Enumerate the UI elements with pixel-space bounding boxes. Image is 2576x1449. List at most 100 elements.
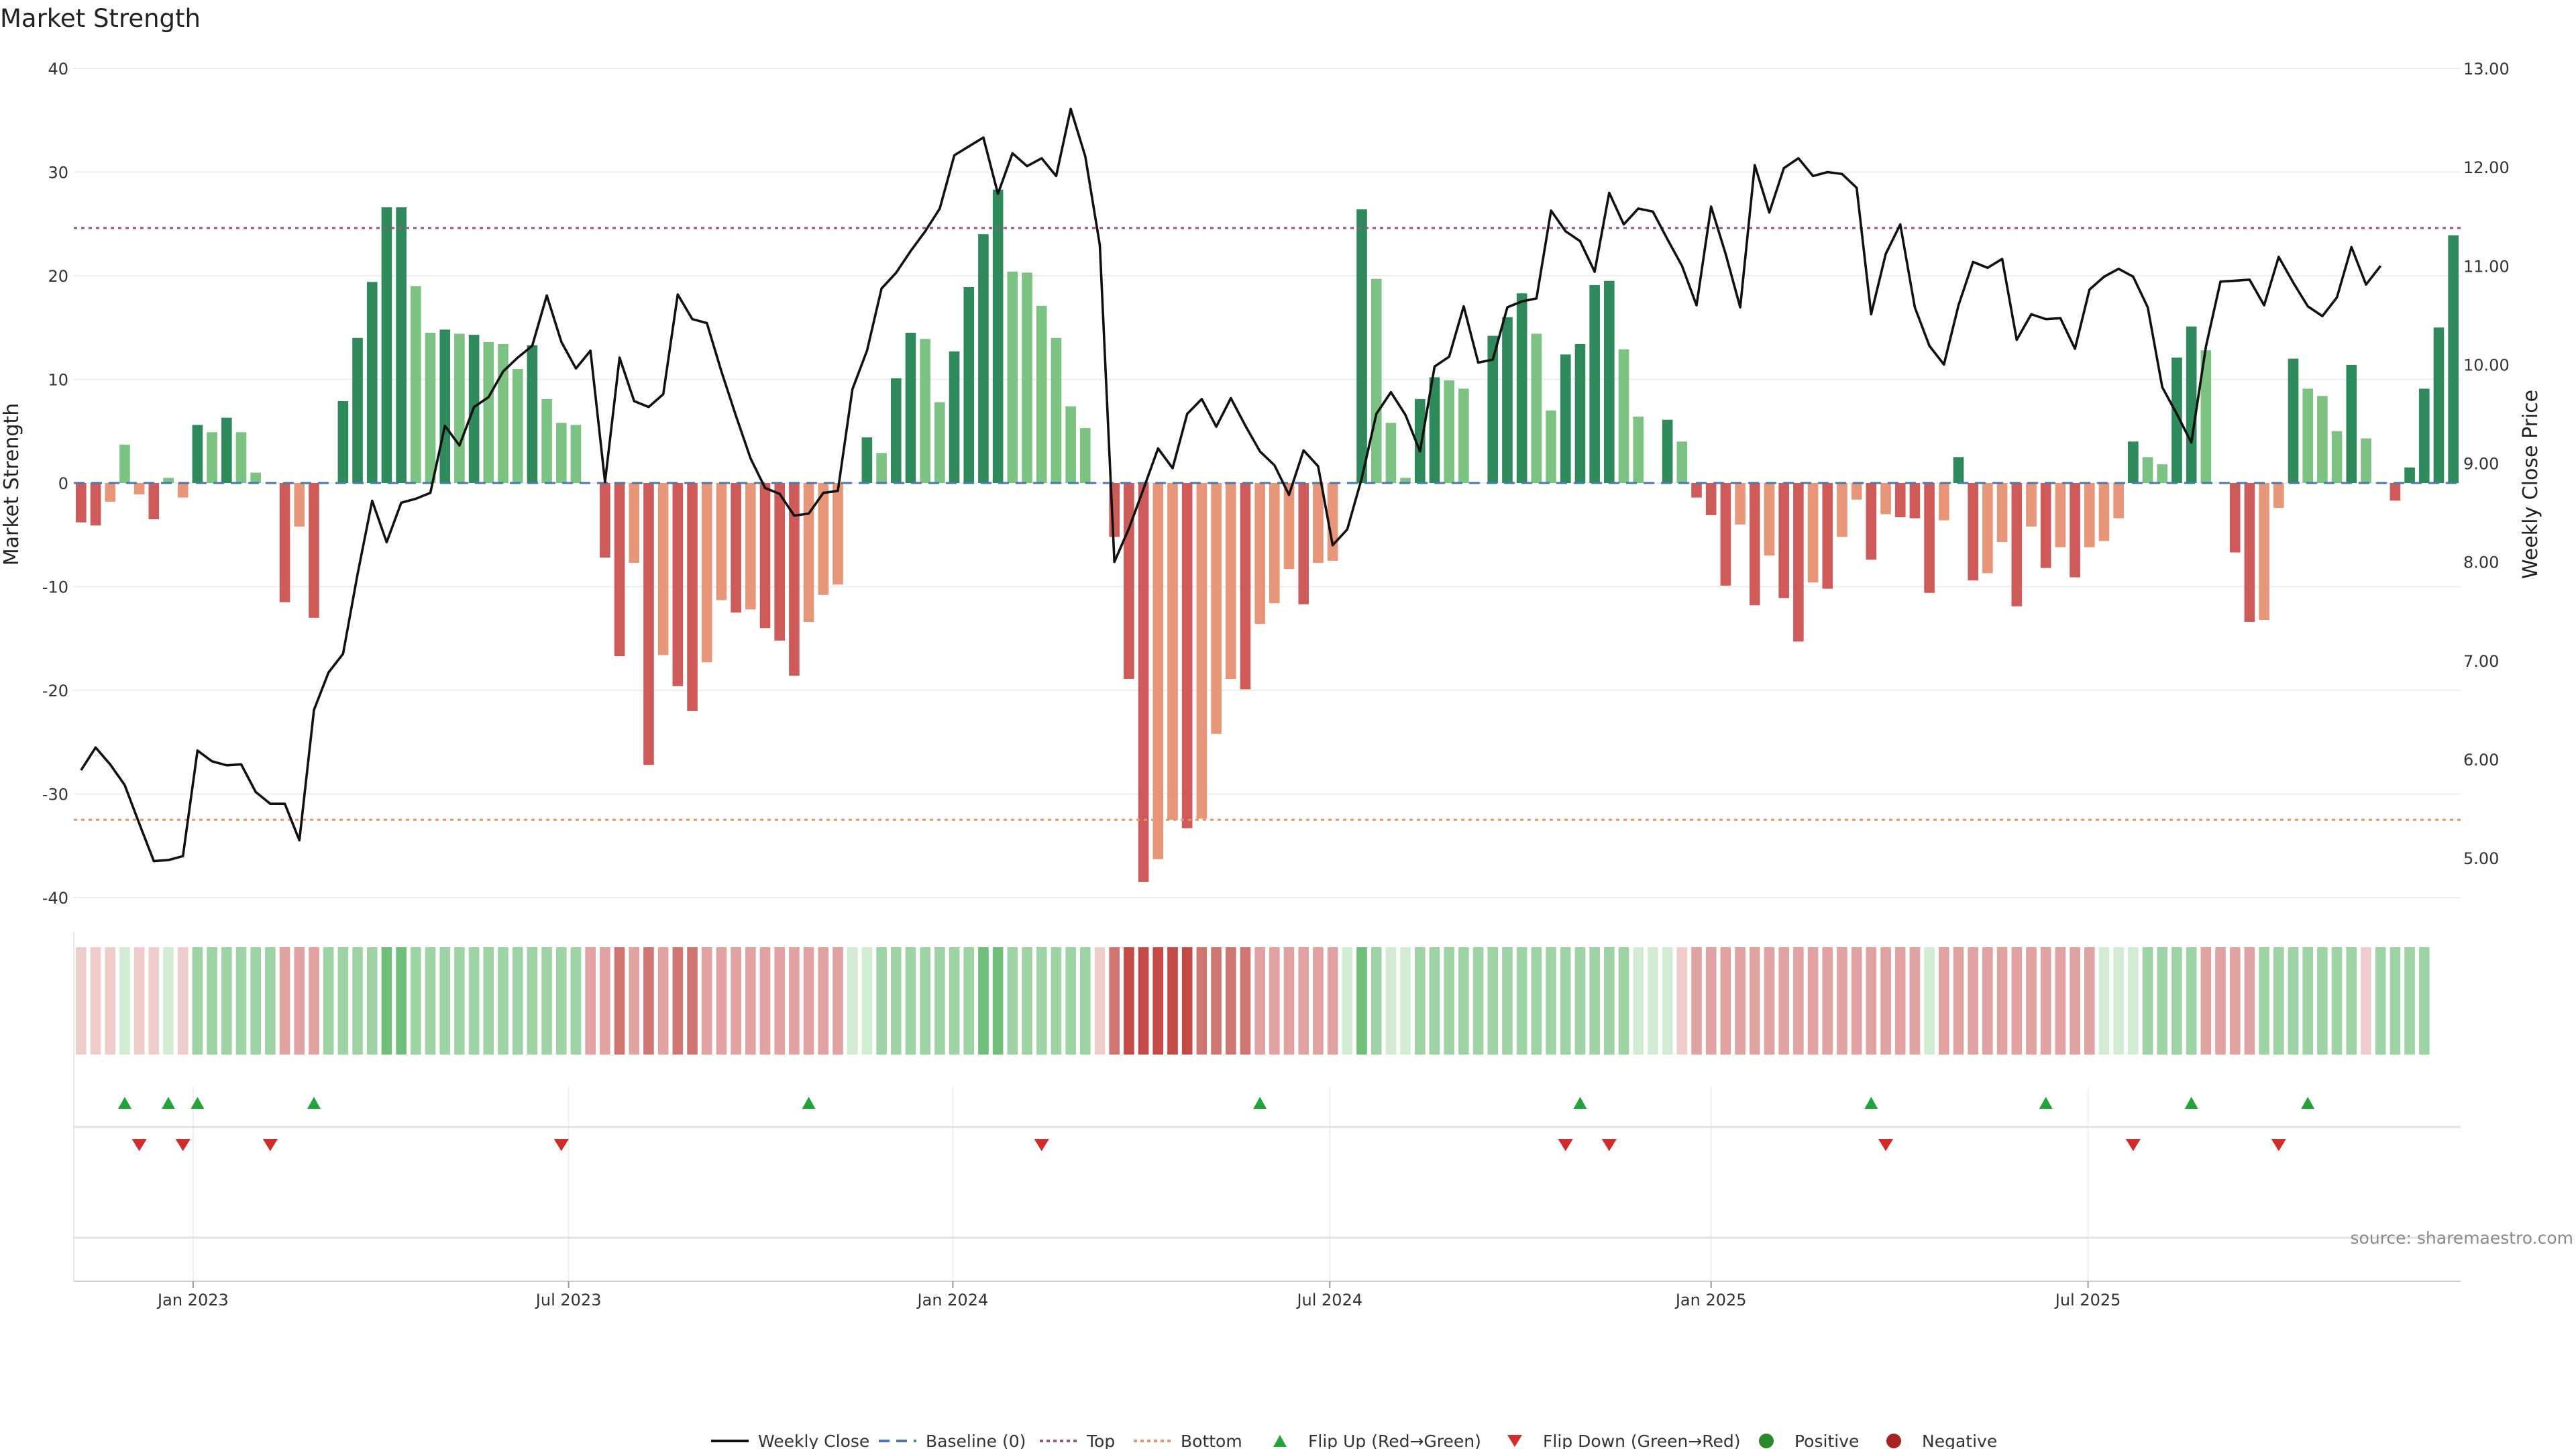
y-axis-label: Market Strength (0, 403, 23, 566)
strip-cell (1968, 947, 1979, 1055)
strength-bar (1953, 457, 1964, 483)
strength-bar (1691, 483, 1702, 498)
strength-bar (949, 351, 960, 483)
strip-cell (2418, 947, 2430, 1055)
strength-bar (148, 483, 160, 520)
strip-cell (629, 947, 640, 1055)
strength-bar (2331, 431, 2343, 483)
strength-bar (1371, 278, 1382, 483)
strip-cell (2128, 947, 2139, 1055)
strip-cell (2302, 947, 2314, 1055)
strip-cell (570, 947, 582, 1055)
strength-bar (1298, 483, 1309, 604)
strip-cell (1822, 947, 1833, 1055)
strip-cell (1181, 947, 1193, 1055)
strength-bar (1283, 483, 1295, 570)
gridlines (74, 68, 2461, 1281)
strength-bar (992, 189, 1004, 483)
strength-bar (643, 483, 654, 765)
strength-bar (2244, 483, 2255, 623)
strength-bar (657, 483, 669, 655)
strength-bar (1793, 483, 1804, 642)
legend-label: Negative (1922, 1432, 1997, 1449)
strip-cell (614, 947, 625, 1055)
strength-bar (454, 333, 465, 483)
strength-bar (1735, 483, 1746, 525)
strip-cell (1720, 947, 1731, 1055)
strip-cell (207, 947, 217, 1055)
strip-cell (1807, 947, 1819, 1055)
flip-down-marker (2271, 1139, 2286, 1151)
strength-bar (890, 378, 902, 483)
strength-bar (614, 483, 625, 657)
strength-bar (1007, 271, 1018, 483)
strength-bar (337, 400, 349, 483)
strength-bar (2186, 326, 2197, 483)
strength-bar (235, 432, 247, 483)
x-tick-label: Jul 2023 (535, 1291, 602, 1309)
strength-bar (1560, 354, 1571, 483)
legend-label: Weekly Close (758, 1432, 869, 1449)
flip-down-marker (131, 1139, 147, 1151)
y2-tick-label: 13.00 (2463, 60, 2510, 78)
strength-bar (2418, 388, 2430, 483)
strength-bar (1574, 343, 1586, 483)
strip-cell (745, 947, 756, 1055)
legend-label: Positive (1794, 1432, 1859, 1449)
strength-bar (1589, 284, 1600, 483)
strip-cell (133, 947, 145, 1055)
strength-bar (439, 329, 451, 483)
strength-bar (366, 282, 378, 483)
strength-bar (425, 332, 436, 483)
strength-bar (2273, 483, 2284, 508)
strip-cell (1211, 947, 1222, 1055)
strength-bar (498, 343, 508, 483)
y-tick-label: -10 (42, 578, 68, 597)
y2-tick-label: 5.00 (2463, 849, 2499, 868)
strength-bar (920, 339, 930, 483)
legend-label: Flip Up (Red→Green) (1308, 1432, 1481, 1449)
strength-bar (1458, 388, 1469, 483)
strength-bar (2390, 483, 2401, 501)
strip-cell (1909, 947, 1921, 1055)
strip-cell (425, 947, 436, 1055)
strength-bar (716, 483, 727, 600)
flip-markers (74, 1097, 2461, 1239)
strength-bar (789, 483, 800, 676)
strength-bar (876, 453, 887, 483)
weekly-close-line (80, 107, 2382, 863)
strip-cell (731, 947, 741, 1055)
strip-cell (541, 947, 552, 1055)
strip-cell (2288, 947, 2299, 1055)
strip-cell (309, 947, 319, 1055)
strip-cell (1793, 947, 1804, 1055)
strip-cell (439, 947, 451, 1055)
strip-cell (1894, 947, 1906, 1055)
strength-bar (2098, 483, 2110, 541)
strength-bar (2404, 467, 2415, 483)
strip-cell (672, 947, 684, 1055)
strip-cell (2026, 947, 2037, 1055)
strength-bar (759, 483, 771, 629)
strength-bar (774, 483, 786, 641)
strength-bar (978, 234, 989, 483)
flip-up-marker (1253, 1097, 1267, 1109)
strip-cell (1225, 947, 1236, 1055)
flip-down-marker (175, 1139, 191, 1151)
strip-cell (934, 947, 945, 1055)
strength-bar (1487, 335, 1499, 483)
strength-bar (1152, 483, 1164, 859)
strength-bar (1254, 483, 1265, 625)
strength-bar (2433, 327, 2445, 483)
flip-up-marker (2301, 1097, 2315, 1109)
strength-bar (1866, 483, 1877, 560)
flip-down-marker (262, 1139, 278, 1151)
strength-bar (2026, 483, 2037, 527)
strength-bar (1196, 483, 1208, 819)
strip-cell (2055, 947, 2066, 1055)
strength-bar (2448, 235, 2459, 483)
strength-bar (731, 483, 741, 613)
strip-cell (483, 947, 494, 1055)
strength-bar (1444, 380, 1454, 483)
strength-bar (2040, 483, 2051, 568)
